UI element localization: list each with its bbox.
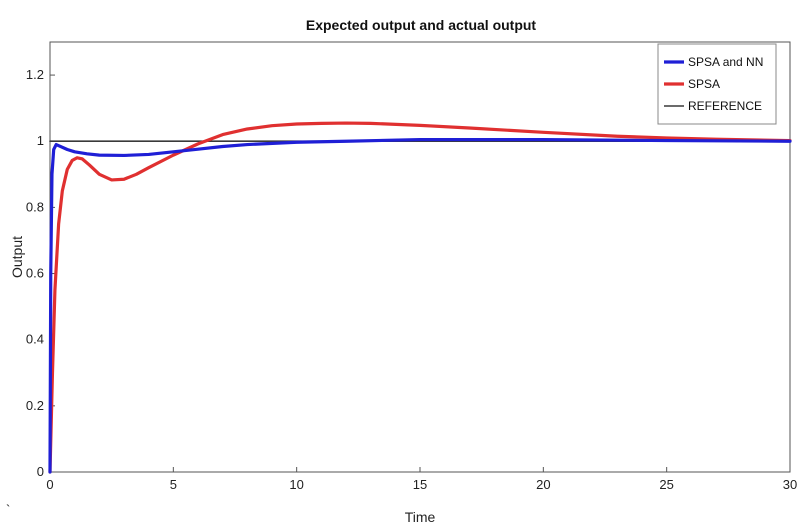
y-tick-label: 1 bbox=[37, 133, 44, 148]
y-tick-label: 0.6 bbox=[26, 266, 44, 281]
y-tick-label: 0.2 bbox=[26, 398, 44, 413]
x-tick-label: 5 bbox=[170, 477, 177, 492]
series-line-spsa bbox=[48, 121, 792, 474]
legend: SPSA and NN SPSA REFERENCE bbox=[657, 43, 777, 125]
x-axis-label: Time bbox=[405, 509, 436, 525]
chart-title: Expected output and actual output bbox=[306, 17, 537, 33]
x-tick-label: 10 bbox=[289, 477, 303, 492]
legend-entry-label: SPSA and NN bbox=[688, 55, 763, 69]
series-line-spsa-and-nn bbox=[48, 137, 792, 474]
stray-mark: ` bbox=[6, 502, 10, 517]
x-tick-label: 30 bbox=[783, 477, 797, 492]
x-tick-label: 0 bbox=[46, 477, 53, 492]
y-tick-label: 0.8 bbox=[26, 199, 44, 214]
series-lines bbox=[48, 121, 792, 474]
x-tick-label: 25 bbox=[659, 477, 673, 492]
y-tick-label: 1.2 bbox=[26, 67, 44, 82]
y-axis-label: Output bbox=[9, 236, 25, 278]
x-axis: 0 5 10 15 20 25 30 bbox=[46, 467, 797, 492]
legend-entry-label: REFERENCE bbox=[688, 99, 762, 113]
x-tick-label: 15 bbox=[413, 477, 427, 492]
x-tick-label: 20 bbox=[536, 477, 550, 492]
y-tick-label: 0.4 bbox=[26, 332, 44, 347]
y-tick-label: 0 bbox=[37, 464, 44, 479]
legend-entry-label: SPSA bbox=[688, 77, 720, 91]
